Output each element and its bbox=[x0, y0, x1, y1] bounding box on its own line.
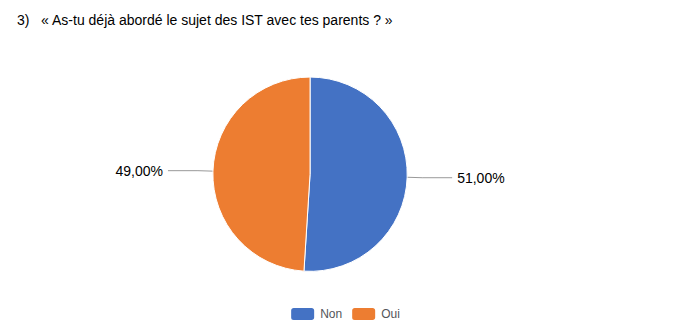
svg-text:Non: Non bbox=[320, 307, 342, 321]
svg-text:51,00%: 51,00% bbox=[457, 170, 504, 186]
svg-text:Oui: Oui bbox=[381, 307, 400, 321]
svg-text:49,00%: 49,00% bbox=[115, 163, 162, 179]
svg-text:3) « As-tu déjà abordé le su: 3) « As-tu déjà abordé le sujet des IST … bbox=[17, 12, 393, 28]
